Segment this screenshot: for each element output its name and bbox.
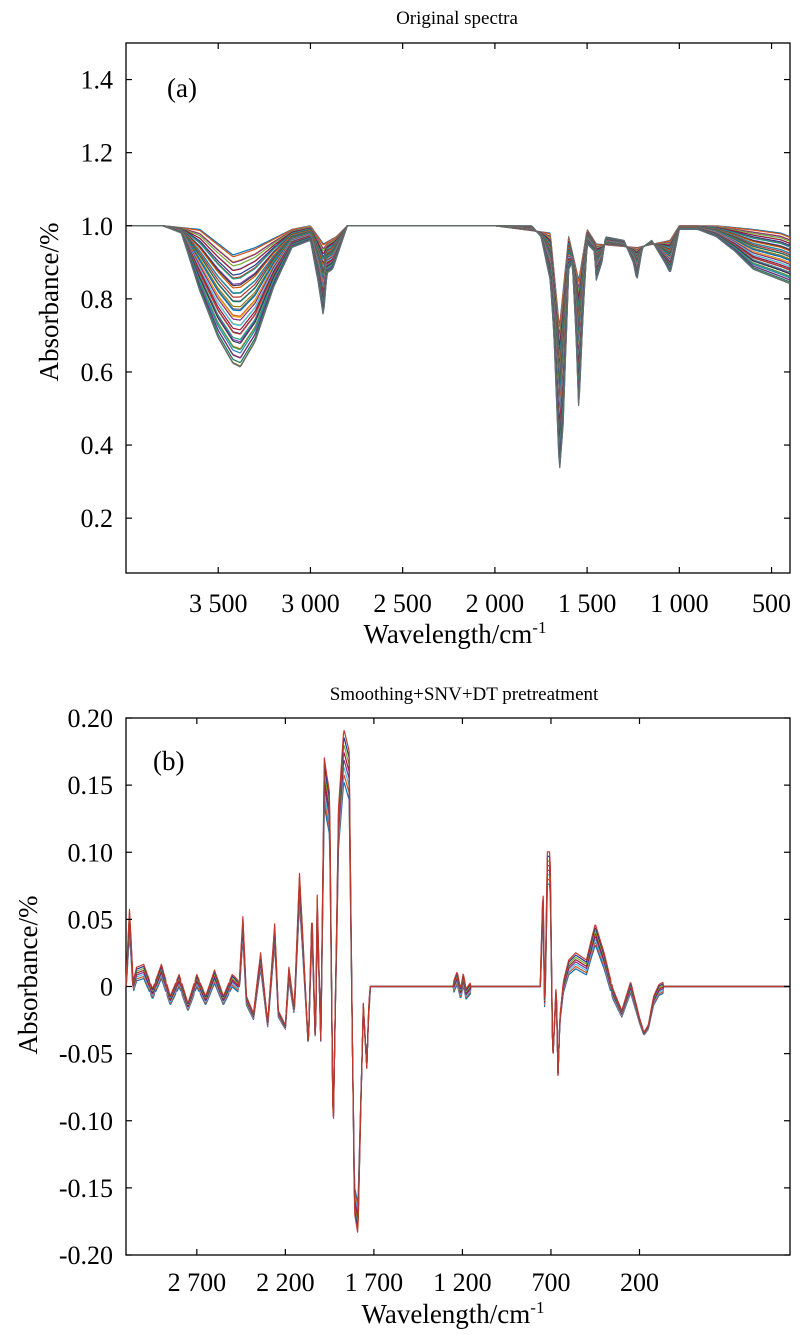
- y-tick-label: -0.05: [59, 1040, 113, 1069]
- panel-b-y-axis-label: Absorbance/%: [13, 896, 43, 1055]
- x-tick-label: 1 500: [558, 589, 617, 618]
- y-tick-label: 0.10: [68, 838, 114, 867]
- panel-b-chart: Smoothing+SNV+DT pretreatment (b) -0.20-…: [13, 684, 791, 1329]
- spectrum-line: [126, 225, 791, 464]
- x-tick-label: 2 200: [256, 1268, 315, 1297]
- spectrum-line: [126, 225, 791, 469]
- panel-b-y-axis: -0.20 -0.15 -0.10 -0.05 0 0.05 0.10 0.15 0.20: [59, 704, 790, 1270]
- x-tick-label: 700: [531, 1268, 570, 1297]
- x-tick-label: 1 000: [650, 589, 709, 618]
- x-tick-label: 3 500: [189, 589, 248, 618]
- spectrum-line: [126, 225, 791, 357]
- panel-a-x-axis-label: Wavelength/cm-1: [364, 618, 547, 649]
- spectrum-line: [126, 225, 791, 458]
- y-tick-label: 0.15: [68, 771, 114, 800]
- panel-a-x-axis-label-text: Wavelength/cm: [364, 619, 533, 649]
- panel-a-y-axis: 0.2 0.4 0.6 0.8 1.0 1.2 1.4: [81, 66, 790, 533]
- x-tick-label: 1 700: [345, 1268, 404, 1297]
- panel-a-x-axis-label-superscript: -1: [532, 618, 546, 637]
- x-tick-label: 500: [752, 589, 791, 618]
- panel-b-title: Smoothing+SNV+DT pretreatment: [330, 684, 599, 705]
- spectrum-line: [126, 225, 791, 407]
- panel-b-x-axis-label-superscript: -1: [530, 1298, 544, 1317]
- panel-a-label: (a): [167, 73, 197, 103]
- spectrum-line: [126, 225, 791, 439]
- x-tick-label: 2 000: [466, 589, 525, 618]
- panel-a-spectra: [126, 225, 791, 469]
- x-tick-label: 1 200: [433, 1268, 492, 1297]
- y-tick-label: 1.2: [81, 139, 114, 168]
- y-tick-label: 0.05: [68, 905, 114, 934]
- panel-b-plot-area: [125, 717, 791, 1256]
- spectrum-line: [126, 225, 791, 437]
- y-tick-label: 0: [100, 973, 113, 1002]
- panel-a-y-axis-label: Absorbance/%: [34, 223, 64, 382]
- panel-a-axes-frame: [125, 42, 791, 574]
- y-tick-label: 1.0: [81, 212, 114, 241]
- y-tick-label: -0.15: [59, 1174, 113, 1203]
- y-tick-label: -0.10: [59, 1107, 113, 1136]
- y-tick-label: 0.6: [81, 358, 114, 387]
- y-tick-label: 0.20: [68, 704, 114, 733]
- y-tick-label: 1.4: [81, 66, 114, 95]
- panel-a-plot-area: [125, 42, 791, 574]
- panel-b-spectra: [125, 730, 790, 1233]
- panel-b-x-axis: 2 700 2 200 1 700 1 200 700 200: [168, 718, 659, 1297]
- panel-a-chart: Original spectra (a) 0.2 0.4 0.6 0.8 1.0 1.2 1…: [34, 8, 791, 649]
- y-tick-label: 0.4: [81, 431, 114, 460]
- panel-a-x-axis: 3 500 3 000 2 500 2 000 1 500 1 000 500: [189, 43, 791, 618]
- x-tick-label: 2 700: [168, 1268, 227, 1297]
- panel-a-title: Original spectra: [396, 8, 518, 29]
- x-tick-label: 2 500: [373, 589, 432, 618]
- panel-b-x-axis-label: Wavelength/cm-1: [362, 1298, 545, 1329]
- pretreated-spectrum-line: [125, 730, 790, 1233]
- x-tick-label: 3 000: [281, 589, 340, 618]
- panel-b-label: (b): [153, 746, 184, 776]
- y-tick-label: 0.8: [81, 285, 114, 314]
- spectrum-line: [126, 225, 791, 366]
- y-tick-label: -0.20: [59, 1241, 113, 1270]
- y-tick-label: 0.2: [81, 504, 114, 533]
- panel-b-x-axis-label-text: Wavelength/cm: [362, 1299, 531, 1329]
- x-tick-label: 200: [620, 1268, 659, 1297]
